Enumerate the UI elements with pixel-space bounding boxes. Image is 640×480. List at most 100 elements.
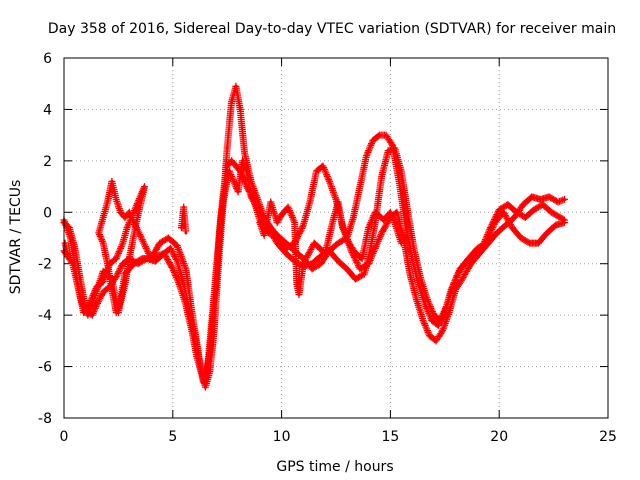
data-point — [393, 146, 397, 150]
data-point — [180, 226, 183, 230]
data-point — [121, 241, 125, 245]
y-axis-label: SDTVAR / TECUs — [8, 180, 24, 295]
plot-frame — [63, 57, 609, 419]
data-point — [495, 231, 499, 235]
data-point — [125, 226, 129, 230]
data-point — [119, 210, 123, 214]
data-point — [523, 215, 527, 219]
data-point — [447, 311, 451, 315]
data-point — [510, 226, 514, 230]
data-point — [430, 318, 434, 322]
data-point — [201, 380, 205, 384]
data-point — [493, 221, 497, 225]
data-point — [114, 275, 118, 279]
data-point — [66, 257, 70, 261]
data-point — [563, 197, 566, 201]
data-point — [171, 267, 175, 271]
data-point — [293, 221, 297, 225]
data-point — [438, 318, 442, 322]
data-point — [360, 257, 364, 261]
data-point — [153, 259, 157, 263]
data-point — [158, 241, 162, 245]
data-point — [110, 277, 114, 281]
data-point — [127, 210, 131, 214]
y-tick-label: -4 — [38, 308, 52, 324]
data-point — [197, 354, 201, 358]
data-point — [108, 262, 112, 266]
series-markers — [60, 157, 568, 383]
data-point — [554, 223, 558, 227]
data-point — [467, 257, 471, 261]
y-tick-label: 4 — [43, 102, 52, 118]
data-point — [232, 179, 236, 183]
data-point — [547, 195, 551, 199]
data-point — [365, 154, 368, 158]
data-point — [530, 195, 534, 199]
data-point — [114, 257, 118, 261]
data-point — [362, 272, 366, 276]
data-point — [367, 257, 371, 261]
data-point — [234, 84, 238, 88]
data-point — [240, 159, 244, 163]
data-point — [223, 190, 227, 194]
data-point — [428, 334, 432, 338]
data-point — [110, 179, 114, 183]
data-point — [101, 241, 105, 245]
data-point — [328, 179, 331, 183]
data-point — [506, 203, 510, 207]
data-point — [143, 185, 146, 189]
x-axis-label: GPS time / hours — [276, 459, 393, 475]
x-tick-label: 20 — [490, 429, 508, 445]
data-point — [399, 169, 403, 173]
data-point — [532, 208, 536, 212]
x-tick-label: 10 — [273, 429, 291, 445]
data-point — [310, 267, 314, 271]
data-point — [116, 311, 120, 315]
data-point — [354, 251, 358, 255]
data-point — [512, 215, 516, 219]
data-point — [341, 226, 344, 230]
data-point — [206, 365, 210, 369]
x-tick-label: 0 — [60, 429, 69, 445]
data-point — [295, 282, 299, 286]
x-tick-label: 5 — [168, 429, 177, 445]
y-tick-label: 2 — [43, 154, 52, 170]
data-point — [301, 223, 305, 227]
data-point — [425, 298, 429, 302]
data-point — [258, 210, 262, 214]
data-point — [182, 205, 186, 209]
data-point — [351, 215, 355, 219]
data-point — [123, 272, 127, 276]
data-point — [238, 107, 242, 111]
data-point — [234, 164, 238, 168]
data-point — [378, 133, 381, 137]
data-point — [71, 262, 75, 266]
data-point — [323, 251, 327, 255]
data-point — [297, 293, 301, 297]
data-point — [121, 262, 125, 266]
data-point — [225, 164, 229, 168]
data-point — [138, 195, 142, 199]
data-point — [556, 200, 560, 204]
data-point — [162, 251, 166, 255]
data-point — [373, 246, 377, 250]
data-point — [184, 231, 188, 235]
data-point — [230, 100, 234, 104]
data-point — [519, 236, 523, 240]
y-tick-label: -6 — [38, 360, 52, 376]
data-point — [275, 221, 279, 225]
data-point — [184, 303, 188, 307]
data-point — [310, 262, 314, 266]
data-point — [86, 313, 90, 317]
data-point — [175, 259, 179, 263]
data-point — [79, 300, 83, 304]
data-point — [504, 223, 508, 227]
data-point — [243, 151, 247, 155]
data-point — [441, 329, 445, 333]
data-point — [114, 197, 118, 201]
data-point — [563, 221, 566, 225]
data-point — [406, 210, 410, 214]
data-point — [452, 282, 455, 286]
data-point — [275, 241, 279, 245]
